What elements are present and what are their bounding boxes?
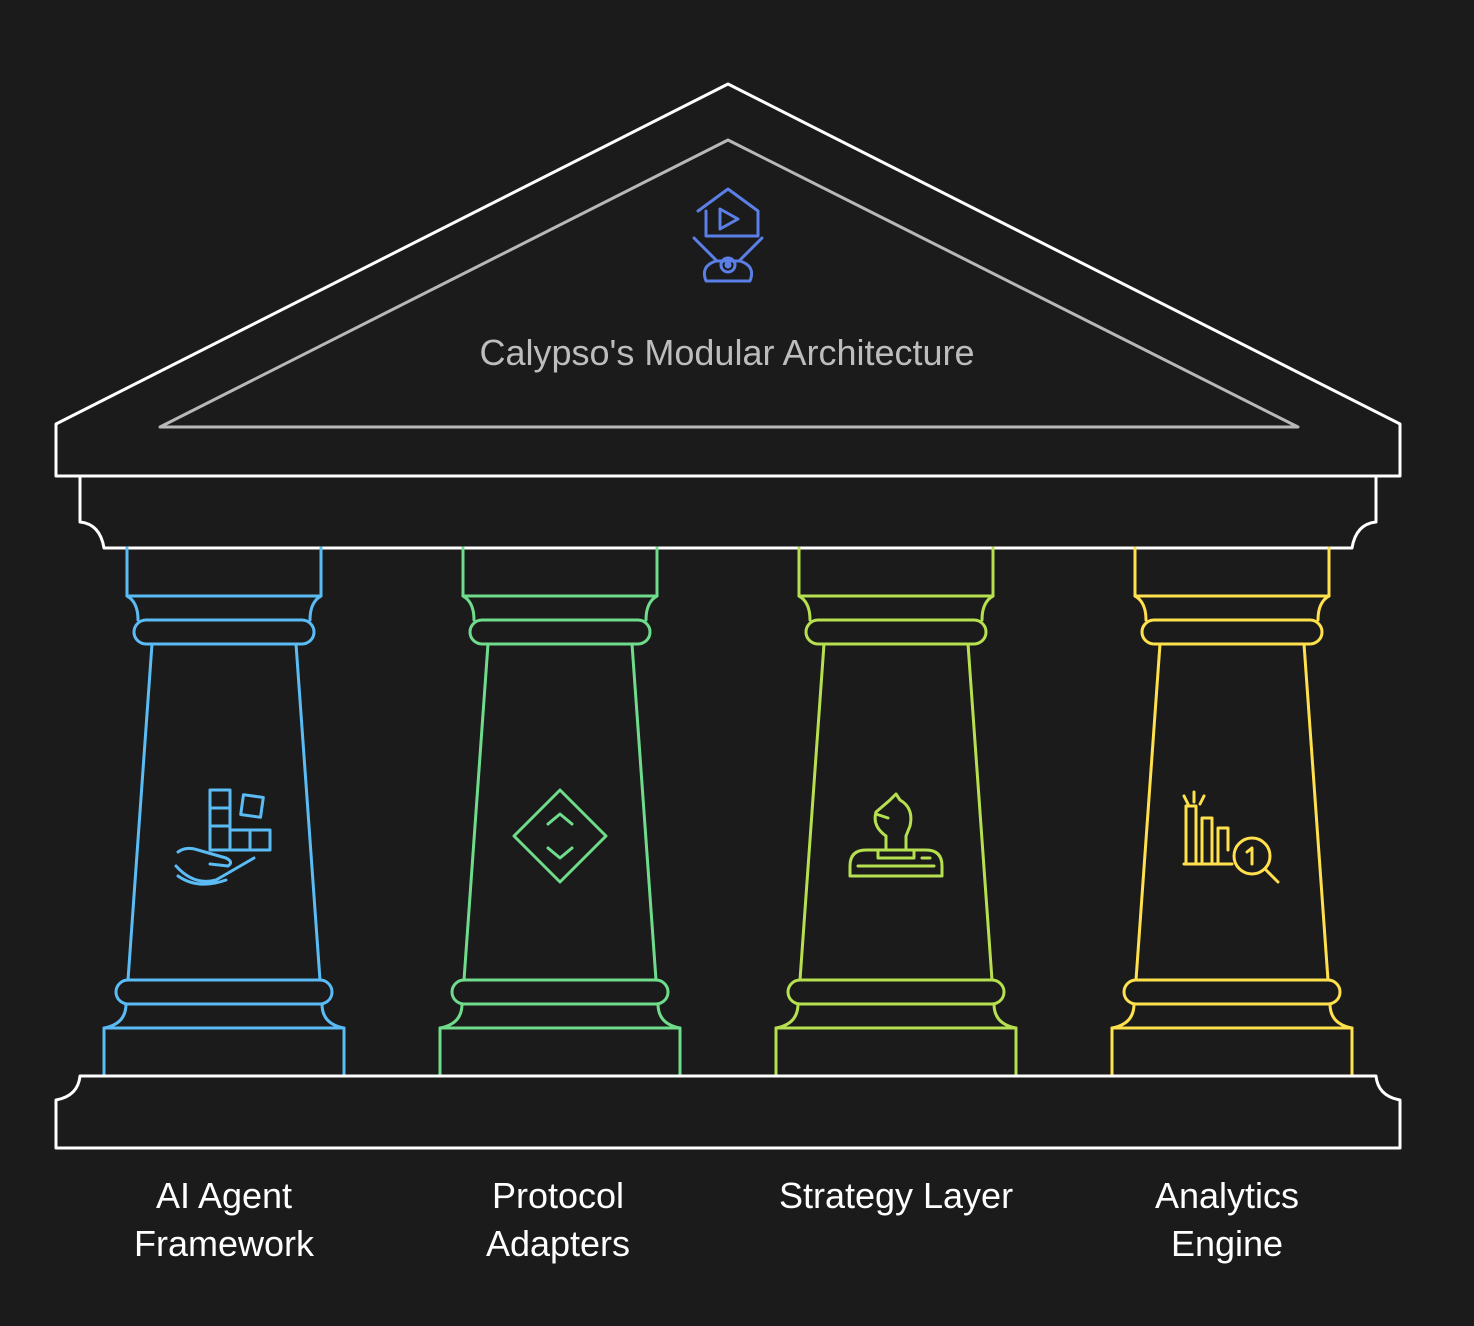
pediment-outer [54, 82, 1402, 478]
pillar-plinth [1110, 1026, 1354, 1078]
pillar-capital [461, 546, 659, 598]
pillar-plinth [774, 1026, 1018, 1078]
pillar-capital [125, 546, 323, 598]
pillar-shaft [1134, 642, 1330, 982]
pillar-capital-curve [125, 594, 140, 622]
pillar-bottom-ring [450, 978, 670, 1006]
video-home-drone-icon [692, 187, 764, 283]
pillar-label-protocol: Protocol Adapters [485, 1175, 631, 1264]
pillar-shaft [126, 642, 322, 982]
pillar-capital [1133, 546, 1331, 598]
pillar-capital-curve [461, 594, 476, 622]
pillar-base-curve [438, 1002, 464, 1030]
pillar-ai-agent [102, 546, 346, 1078]
pillar-top-ring [1140, 618, 1324, 646]
diagram-title: Calypso's Modular Architecture [479, 332, 975, 373]
pillar-bottom-ring [786, 978, 1006, 1006]
pillar-base-curve [992, 1002, 1018, 1030]
pillar-protocol [438, 546, 682, 1078]
pillar-capital-curve [980, 594, 995, 622]
pillar-base-curve [1328, 1002, 1354, 1030]
pillar-label-ai-agent: AI Agent Framework [133, 1175, 315, 1264]
pillar-bottom-ring [1122, 978, 1342, 1006]
chart-magnifier-icon [1182, 790, 1280, 884]
pillar-capital-curve [1316, 594, 1331, 622]
pillar-capital-curve [797, 594, 812, 622]
pillar-capital-curve [644, 594, 659, 622]
pillar-label-strategy: Strategy Layer [778, 1175, 1014, 1216]
pillar-top-ring [468, 618, 652, 646]
pillar-strategy [774, 546, 1018, 1078]
temple-base [54, 1074, 1402, 1150]
chess-knight-icon [848, 792, 944, 878]
pediment-inner [158, 138, 1300, 429]
pillar-shaft [462, 642, 658, 982]
diamond-chevrons-icon [512, 788, 608, 884]
pillar-capital-curve [1133, 594, 1148, 622]
pillar-bottom-ring [114, 978, 334, 1006]
pillar-plinth [102, 1026, 346, 1078]
pillar-capital [797, 546, 995, 598]
pillar-base-curve [1110, 1002, 1136, 1030]
hand-blocks-icon [174, 788, 272, 886]
entablature [78, 476, 1378, 550]
pillar-top-ring [804, 618, 988, 646]
pillar-capital-curve [308, 594, 323, 622]
pillar-top-ring [132, 618, 316, 646]
pillar-analytics [1110, 546, 1354, 1078]
pillar-base-curve [320, 1002, 346, 1030]
pillar-label-analytics: Analytics Engine [1154, 1175, 1300, 1264]
pillar-base-curve [102, 1002, 128, 1030]
pillar-plinth [438, 1026, 682, 1078]
pillar-base-curve [656, 1002, 682, 1030]
pillar-base-curve [774, 1002, 800, 1030]
pillar-shaft [798, 642, 994, 982]
